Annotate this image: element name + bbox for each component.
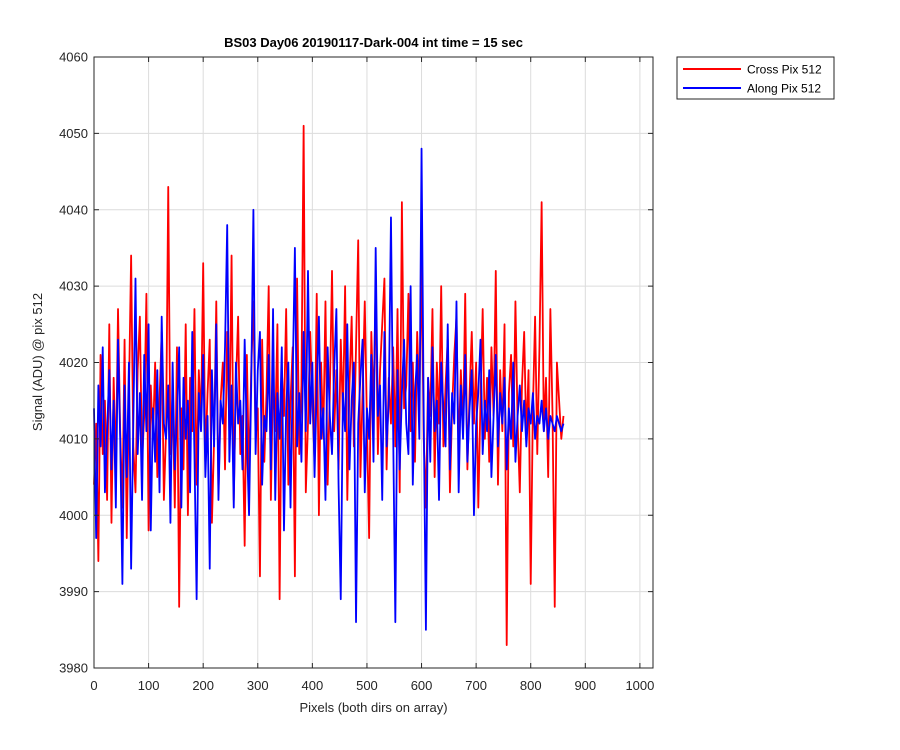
x-tick-label: 600 — [411, 678, 433, 693]
x-tick-label: 1000 — [625, 678, 654, 693]
x-tick-label: 300 — [247, 678, 269, 693]
y-tick-label: 4050 — [59, 126, 88, 141]
x-tick-label: 700 — [465, 678, 487, 693]
x-tick-label: 800 — [520, 678, 542, 693]
chart-title: BS03 Day06 20190117-Dark-004 int time = … — [224, 35, 523, 50]
legend-box — [676, 56, 835, 100]
axis-ticks: 0 100 200 300 400 500 600 700 800 900 1000 3980 3990… — [59, 50, 654, 694]
legend: Cross Pix 512 Along Pix 512 — [676, 56, 835, 100]
x-tick-label: 0 — [90, 678, 97, 693]
legend-label-along-pix: Along Pix 512 — [747, 82, 821, 96]
data-series — [93, 124, 565, 646]
y-tick-label: 4040 — [59, 202, 88, 217]
y-tick-label: 4010 — [59, 431, 88, 446]
x-tick-label: 900 — [574, 678, 596, 693]
y-tick-label: 4030 — [59, 279, 88, 294]
y-tick-label: 4020 — [59, 355, 88, 370]
series-line-along-pix-512 — [93, 147, 565, 631]
y-tick-label: 3980 — [59, 661, 88, 676]
x-axis-label: Pixels (both dirs on array) — [299, 700, 447, 715]
x-tick-label: 200 — [192, 678, 214, 693]
y-tick-label: 3990 — [59, 584, 88, 599]
y-axis-label: Signal (ADU) @ pix 512 — [30, 293, 45, 431]
x-tick-label: 500 — [356, 678, 378, 693]
legend-label-cross-pix: Cross Pix 512 — [747, 63, 822, 77]
y-tick-label: 4000 — [59, 508, 88, 523]
x-tick-label: 400 — [302, 678, 324, 693]
y-tick-label: 4060 — [59, 50, 88, 65]
x-tick-label: 100 — [138, 678, 160, 693]
